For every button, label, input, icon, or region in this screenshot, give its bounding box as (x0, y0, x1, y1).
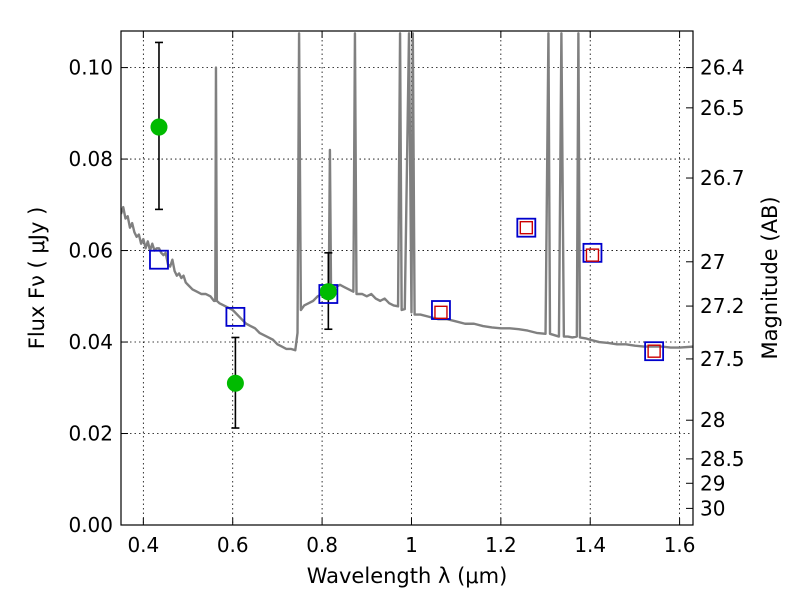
x-tick-label: 1.4 (574, 533, 606, 557)
y-axis-label: Flux Fν ( μJy ) (25, 207, 49, 350)
model-square-red (519, 220, 534, 235)
axis-ticks (121, 31, 693, 526)
observed-point (319, 283, 337, 301)
model-square-blue (516, 217, 537, 238)
y2-tick-label: 30 (700, 496, 725, 520)
model-square-red (647, 344, 661, 358)
model-spectrum (121, 32, 693, 352)
x-axis-label: Wavelength λ (μm) (307, 564, 508, 588)
y2-tick-label: 26.5 (700, 96, 745, 120)
error-bars (154, 41, 333, 429)
y2-tick-label: 26.4 (700, 56, 745, 80)
y2-tick-label: 28 (700, 408, 725, 432)
x-tick-label: 0.4 (127, 533, 159, 557)
y2-tick-label: 28.5 (700, 447, 745, 471)
y2-tick-label: 29 (700, 471, 725, 495)
y2-tick-label: 27.2 (700, 294, 745, 318)
model-square-red (585, 248, 600, 262)
x-tick-label: 1.6 (664, 533, 696, 557)
spectrum-line (121, 32, 693, 352)
tick-labels: 0.4 0.6 0.8 1 1.2 1.4 1.6 0.00 0.02 0.04 0.06 0.08 0… (68, 56, 744, 557)
x-tick-label: 0.8 (306, 533, 338, 557)
y2-tick-label: 27 (700, 250, 725, 274)
data-markers (149, 118, 665, 392)
y-tick-label: 0.06 (68, 239, 113, 263)
observed-point (226, 374, 244, 392)
y-tick-label: 0.10 (68, 56, 113, 80)
y-tick-label: 0.04 (68, 330, 113, 354)
model-square-blue (225, 306, 246, 327)
model-square-blue (644, 341, 665, 362)
plot-frame (120, 30, 694, 526)
y2-axis-label: Magnitude (AB) (758, 196, 782, 359)
model-square-blue (149, 249, 169, 270)
y-tick-label: 0.02 (68, 422, 113, 446)
observed-point (150, 118, 168, 136)
y-tick-label: 0.00 (68, 513, 113, 537)
model-square-blue (431, 300, 451, 320)
x-tick-label: 1 (405, 533, 418, 557)
y2-tick-label: 27.5 (700, 347, 745, 371)
model-square-red (434, 305, 448, 320)
x-tick-label: 0.6 (217, 533, 249, 557)
model-square-blue (582, 242, 603, 263)
y-tick-label: 0.08 (68, 147, 113, 171)
x-tick-label: 1.2 (485, 533, 517, 557)
y2-tick-label: 26.7 (700, 166, 745, 190)
